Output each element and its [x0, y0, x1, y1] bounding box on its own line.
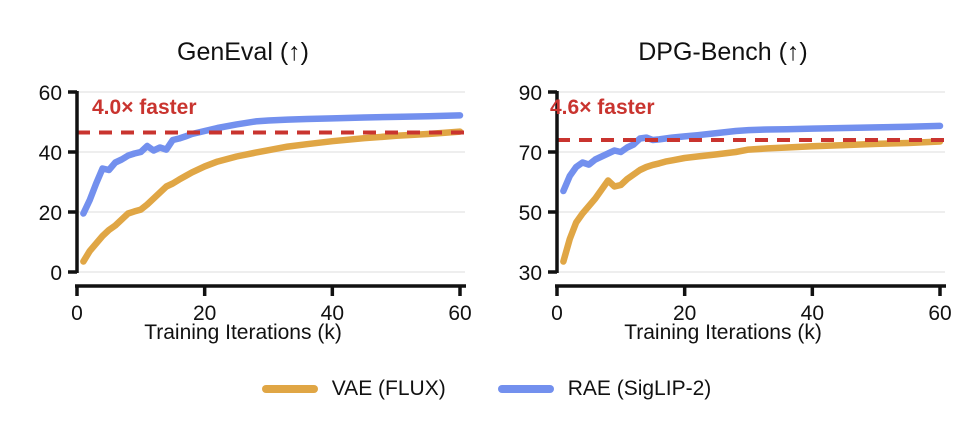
y-axis-tick-label: 60	[39, 82, 62, 105]
legend-label-rae: RAE (SigLIP-2)	[567, 377, 712, 400]
panel-geneval: GenEval (↑) 0 20 40 60 0 20 40 60 4.0× faster T…	[0, 0, 486, 360]
x-axis-tick-label: 20	[673, 302, 696, 325]
y-axis-tick-label: 90	[519, 82, 542, 105]
legend-line-swatch-rae	[497, 385, 554, 393]
speedup-annotation-geneval: 4.0× faster	[92, 96, 197, 119]
x-axis-tick-label: 60	[448, 302, 471, 325]
legend-label-vae: VAE (FLUX)	[331, 377, 446, 400]
x-axis-tick-label: 20	[193, 302, 216, 325]
panel-title-geneval: GenEval (↑)	[177, 38, 309, 66]
legend-item-vae: VAE (FLUX)	[261, 377, 446, 401]
legend-line-swatch-vae	[261, 385, 318, 393]
y-axis-tick-label: 50	[519, 202, 542, 225]
x-axis-tick-label: 40	[801, 302, 824, 325]
y-axis-tick-label: 40	[39, 142, 62, 165]
y-axis-tick-label: 0	[50, 262, 62, 285]
x-axis-label-dpg-bench: Training Iterations (k)	[624, 321, 822, 344]
plot-area-geneval: 0 20 40 60 0 20 40 60	[39, 82, 472, 325]
y-axis-tick-label: 30	[519, 262, 542, 285]
y-axis-tick-label: 20	[39, 202, 62, 225]
series-line-rae-siglip-2	[560, 122, 944, 195]
plot-area-dpg-bench: 30 50 70 90 0 20 40 60	[519, 82, 952, 325]
x-axis-tick-label: 0	[71, 302, 83, 325]
panel-title-dpg-bench: DPG-Bench (↑)	[638, 38, 808, 66]
legend: VAE (FLUX) RAE (SigLIP-2)	[0, 366, 973, 412]
legend-item-rae: RAE (SigLIP-2)	[497, 377, 712, 401]
x-axis-tick-label: 60	[928, 302, 951, 325]
panel-dpg-bench: DPG-Bench (↑) 30 50 70 90 0 20 40 60 4.6× faste…	[480, 0, 966, 360]
x-axis-label-geneval: Training Iterations (k)	[144, 321, 342, 344]
series-line-vae-flux	[560, 138, 944, 265]
x-axis-tick-label: 40	[321, 302, 344, 325]
panels-container: GenEval (↑) 0 20 40 60 0 20 40 60 4.0× faster T…	[0, 0, 966, 360]
speedup-annotation-dpg-bench: 4.6× faster	[550, 96, 655, 119]
series-line-rae-siglip-2	[80, 112, 464, 217]
x-axis-tick-label: 0	[551, 302, 563, 325]
series-line-vae-flux	[80, 128, 464, 265]
y-axis-tick-label: 70	[519, 142, 542, 165]
